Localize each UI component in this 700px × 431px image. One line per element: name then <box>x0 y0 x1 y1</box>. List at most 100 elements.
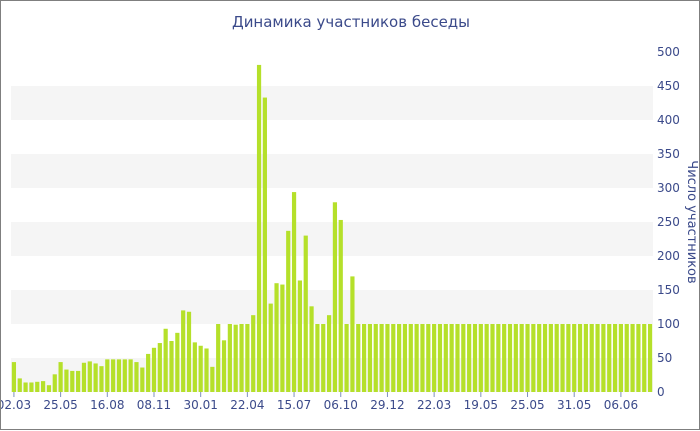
bar <box>239 324 244 392</box>
bar <box>280 284 285 392</box>
bar <box>624 324 629 392</box>
bar <box>636 324 641 392</box>
bar <box>344 324 349 392</box>
bar <box>70 370 75 392</box>
bar <box>642 324 647 392</box>
y-tick-label: 50 <box>657 351 672 365</box>
bar <box>303 235 308 392</box>
bar <box>472 324 478 392</box>
bar <box>198 345 203 392</box>
y-tick-label: 400 <box>657 113 680 127</box>
bar <box>507 324 513 392</box>
y-tick-label: 100 <box>657 317 680 331</box>
grid-band <box>11 154 653 188</box>
bar <box>630 324 635 392</box>
y-tick-label: 300 <box>657 181 680 195</box>
x-tick-label: 31.05 <box>557 398 591 412</box>
x-tick-label: 08.11 <box>137 398 171 412</box>
y-tick-label: 200 <box>657 249 680 263</box>
x-tick-label: 02.03 <box>1 398 31 412</box>
bar <box>315 324 320 392</box>
x-tick-label: 22.03 <box>417 398 451 412</box>
bar <box>402 324 408 392</box>
bar <box>146 353 151 392</box>
bar <box>612 324 618 392</box>
grid-band <box>11 222 653 256</box>
bar <box>414 324 419 392</box>
y-tick-label: 350 <box>657 147 680 161</box>
bar <box>420 324 425 392</box>
bar <box>35 381 40 392</box>
bar <box>379 324 384 392</box>
bar <box>140 367 145 392</box>
bar <box>46 385 52 392</box>
bar <box>105 359 110 392</box>
bar <box>566 324 571 392</box>
bar <box>443 324 448 392</box>
x-tick-label: 15.07 <box>277 398 311 412</box>
x-tick-label: 06.06 <box>604 398 638 412</box>
bar <box>437 324 443 392</box>
bar <box>367 324 373 392</box>
x-tick-label: 22.04 <box>230 398 264 412</box>
x-tick-label: 30.01 <box>184 398 218 412</box>
bar <box>467 324 472 392</box>
bar <box>309 306 314 392</box>
bar <box>81 362 87 392</box>
bar <box>256 64 262 393</box>
x-tick-label: 25.05 <box>510 398 544 412</box>
bar <box>122 359 127 392</box>
bar <box>408 324 413 392</box>
bar <box>41 381 46 392</box>
bar <box>426 324 431 392</box>
bar <box>321 324 326 392</box>
bar <box>262 97 267 392</box>
bar <box>537 324 542 392</box>
bar <box>542 324 548 392</box>
chart-title: Динамика участников беседы <box>231 13 471 31</box>
bar <box>607 324 612 392</box>
bar <box>52 374 57 392</box>
bar <box>93 363 98 392</box>
bar <box>391 324 396 392</box>
grid-band <box>11 86 653 120</box>
bar <box>362 324 367 392</box>
bar <box>525 324 530 392</box>
bar <box>326 315 332 392</box>
bar <box>455 324 460 392</box>
bar <box>181 310 186 392</box>
grid-bands <box>11 86 653 392</box>
bar <box>373 324 378 392</box>
bar <box>111 359 116 392</box>
bar <box>385 324 390 392</box>
bar <box>297 280 302 392</box>
bar <box>291 192 297 392</box>
bar <box>128 359 133 392</box>
bar <box>356 324 361 392</box>
x-tick-label: 25.05 <box>43 398 77 412</box>
bar <box>76 370 81 392</box>
grid-band <box>11 290 653 324</box>
bar <box>233 324 238 392</box>
x-tick-label: 19.05 <box>464 398 498 412</box>
bar <box>286 230 291 392</box>
bar <box>560 324 565 392</box>
bars <box>11 64 653 393</box>
bar <box>589 324 594 392</box>
x-tick-label: 06.10 <box>324 398 358 412</box>
bar <box>338 219 343 392</box>
bar <box>513 324 518 392</box>
bar <box>11 362 17 392</box>
bar <box>572 324 577 392</box>
bar <box>169 341 174 392</box>
bar <box>29 382 34 392</box>
bar <box>577 324 583 392</box>
bar <box>531 324 536 392</box>
bar <box>496 324 501 392</box>
bar <box>274 283 279 392</box>
bar <box>432 324 437 392</box>
bar <box>210 366 215 392</box>
bar <box>268 303 273 392</box>
